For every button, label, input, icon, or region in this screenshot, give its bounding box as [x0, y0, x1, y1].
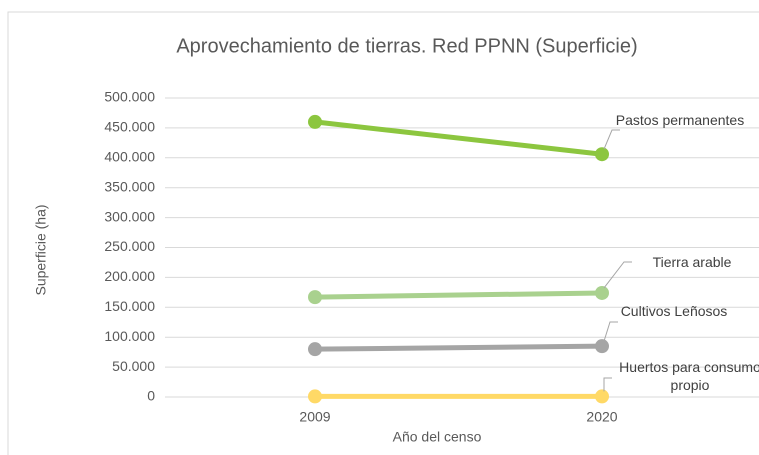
x-tick-label: 2020 [586, 409, 617, 425]
chart-border [7, 11, 759, 455]
y-tick-label: 150.000 [104, 298, 155, 314]
leader-line [603, 261, 632, 289]
y-tick-label: 0 [147, 388, 155, 404]
series-label: Huertos para consumo propio [619, 359, 759, 393]
point-marker [308, 290, 322, 305]
leader-line [603, 321, 618, 342]
y-tick-label: 450.000 [104, 119, 155, 135]
y-tick-label: 350.000 [104, 178, 155, 194]
y-tick-label: 50.000 [112, 358, 155, 374]
point-marker [308, 342, 322, 357]
point-marker [595, 147, 609, 162]
y-tick-label: 500.000 [104, 89, 155, 105]
point-marker [595, 339, 609, 354]
series-line [312, 290, 605, 300]
y-tick-label: 400.000 [104, 149, 155, 165]
x-axis-title: Año del censo [393, 429, 482, 445]
series-line [312, 119, 605, 157]
series-label: Cultivos Leñosos [620, 303, 728, 319]
leader-line [603, 129, 620, 150]
point-marker [308, 389, 322, 404]
y-tick-label: 300.000 [104, 208, 155, 224]
point-marker [595, 389, 609, 404]
series-line [312, 343, 605, 352]
leader-line [603, 377, 612, 392]
point-marker [308, 114, 322, 129]
x-tick-label: 2009 [299, 409, 330, 425]
y-tick-label: 250.000 [104, 238, 155, 254]
y-axis-title: Superficie (ha) [33, 204, 49, 295]
series-label: Tierra arable [652, 254, 732, 270]
y-tick-label: 200.000 [104, 268, 155, 284]
series-label: Pastos permanentes [615, 112, 745, 128]
y-tick-label: 100.000 [104, 328, 155, 344]
chart-title: Aprovechamiento de tierras. Red PPNN (Su… [176, 35, 637, 57]
point-marker [595, 285, 609, 300]
